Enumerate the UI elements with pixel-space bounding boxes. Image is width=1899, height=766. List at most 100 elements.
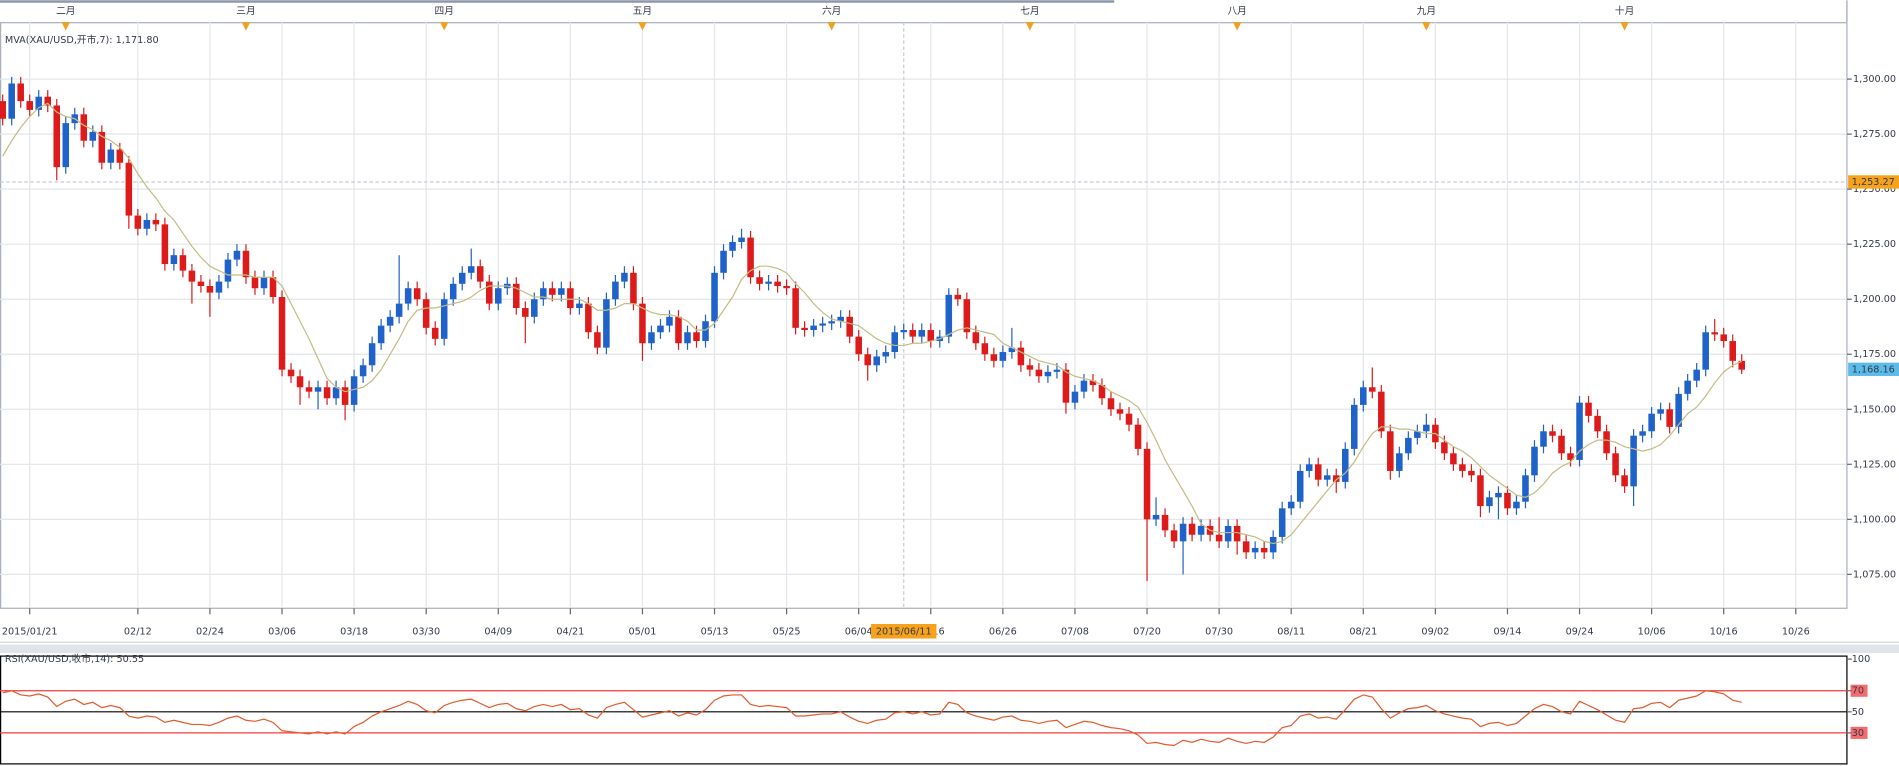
candle-body	[405, 288, 412, 303]
candle-body	[1126, 414, 1133, 425]
candle-body	[1171, 530, 1178, 541]
candle-body	[26, 101, 33, 110]
y-tick-label: 70	[1852, 686, 1864, 697]
candle-body	[630, 273, 637, 304]
candle-body	[1117, 409, 1124, 413]
y-tick-label: 1,225.00	[1853, 239, 1896, 250]
candle-body	[90, 132, 97, 141]
y-tick-label: 1,100.00	[1853, 514, 1896, 525]
candle-body	[1603, 431, 1610, 453]
candle-body	[153, 220, 160, 224]
candle-body	[567, 288, 574, 308]
x-tick-label: 07/20	[1133, 626, 1161, 637]
month-label: 二月	[56, 5, 75, 17]
candle-body	[702, 321, 709, 341]
candle-body	[1297, 471, 1304, 502]
candle-body	[225, 260, 232, 282]
x-tick-label: 05/01	[629, 626, 657, 637]
x-tick-label: 09/14	[1494, 626, 1522, 637]
candle-body	[234, 251, 241, 260]
x-tick-label: 09/24	[1566, 626, 1594, 637]
candle-body	[1387, 431, 1394, 471]
candle-body	[1000, 352, 1007, 361]
candle-body	[612, 282, 619, 300]
candle-body	[1495, 493, 1502, 497]
candle-body	[1639, 431, 1646, 435]
candle-body	[1621, 475, 1628, 486]
candle-body	[946, 295, 953, 337]
candle-body	[288, 370, 295, 377]
candle-body	[675, 317, 682, 343]
candle-body	[180, 255, 187, 270]
x-tick-label: 08/21	[1349, 626, 1377, 637]
month-label: 七月	[1020, 5, 1039, 17]
candle-body	[1315, 464, 1322, 479]
candle-body	[1702, 332, 1709, 369]
candle-body	[1306, 464, 1313, 471]
y-tick-label: 50	[1852, 707, 1864, 718]
candle-body	[1198, 526, 1205, 535]
candle-body	[1531, 447, 1538, 476]
x-tick-label: 02/12	[124, 626, 152, 637]
candle-body	[117, 150, 124, 163]
panel-splitter	[0, 645, 1899, 653]
candle-body	[991, 354, 998, 361]
candle-body	[1540, 431, 1547, 446]
candle-body	[1666, 409, 1673, 427]
x-tick-label: 07/30	[1205, 626, 1233, 637]
candle-body	[396, 304, 403, 317]
x-tick-label: 09/02	[1421, 626, 1449, 637]
candle-body	[1396, 453, 1403, 471]
candle-body	[1360, 387, 1367, 405]
candle-body	[279, 297, 286, 370]
y-tick-label: 1,300.00	[1853, 74, 1896, 85]
candle-body	[982, 343, 989, 354]
x-tick-label: 07/08	[1061, 626, 1089, 637]
candle-body	[1225, 526, 1232, 541]
month-label: 九月	[1417, 5, 1436, 17]
candle-body	[1180, 524, 1187, 542]
candle-body	[828, 321, 835, 323]
candle-body	[1144, 449, 1151, 519]
candle-body	[126, 163, 133, 216]
candle-body	[756, 277, 763, 284]
candle-body	[1216, 535, 1223, 542]
candle-body	[1459, 464, 1466, 471]
candle-body	[1513, 502, 1520, 509]
month-label: 十月	[1615, 4, 1634, 17]
candle-body	[1405, 438, 1412, 453]
candle-body	[928, 330, 935, 341]
candle-body	[1288, 502, 1295, 509]
candle-body	[1549, 431, 1556, 435]
candle-body	[387, 317, 394, 326]
candle-body	[1504, 493, 1511, 508]
candle-body	[261, 277, 268, 288]
candle-body	[216, 282, 223, 293]
candle-body	[1036, 370, 1043, 377]
candle-body	[315, 387, 322, 391]
candle-body	[873, 356, 880, 365]
y-tick-label: 1,150.00	[1853, 404, 1896, 415]
candle-body	[648, 332, 655, 343]
y-tick-label: 1,275.00	[1853, 129, 1896, 140]
candle-body	[1648, 414, 1655, 432]
crosshair-date-label: 2015/06/11	[876, 626, 932, 637]
candle-body	[1027, 365, 1034, 369]
x-tick-label: 04/21	[556, 626, 584, 637]
candle-body	[1558, 436, 1565, 454]
candle-body	[810, 326, 817, 330]
candle-body	[369, 343, 376, 365]
candle-body	[8, 84, 15, 119]
month-label: 六月	[822, 5, 841, 17]
candle-body	[729, 242, 736, 251]
candle-body	[1684, 381, 1691, 394]
candle-body	[1657, 409, 1664, 413]
candle-body	[864, 354, 871, 365]
candle-body	[1063, 370, 1070, 403]
candle-body	[62, 123, 69, 167]
candle-body	[459, 273, 466, 284]
x-tick-label: 08/11	[1277, 626, 1305, 637]
candle-body	[657, 326, 664, 333]
candle-body	[477, 266, 484, 281]
